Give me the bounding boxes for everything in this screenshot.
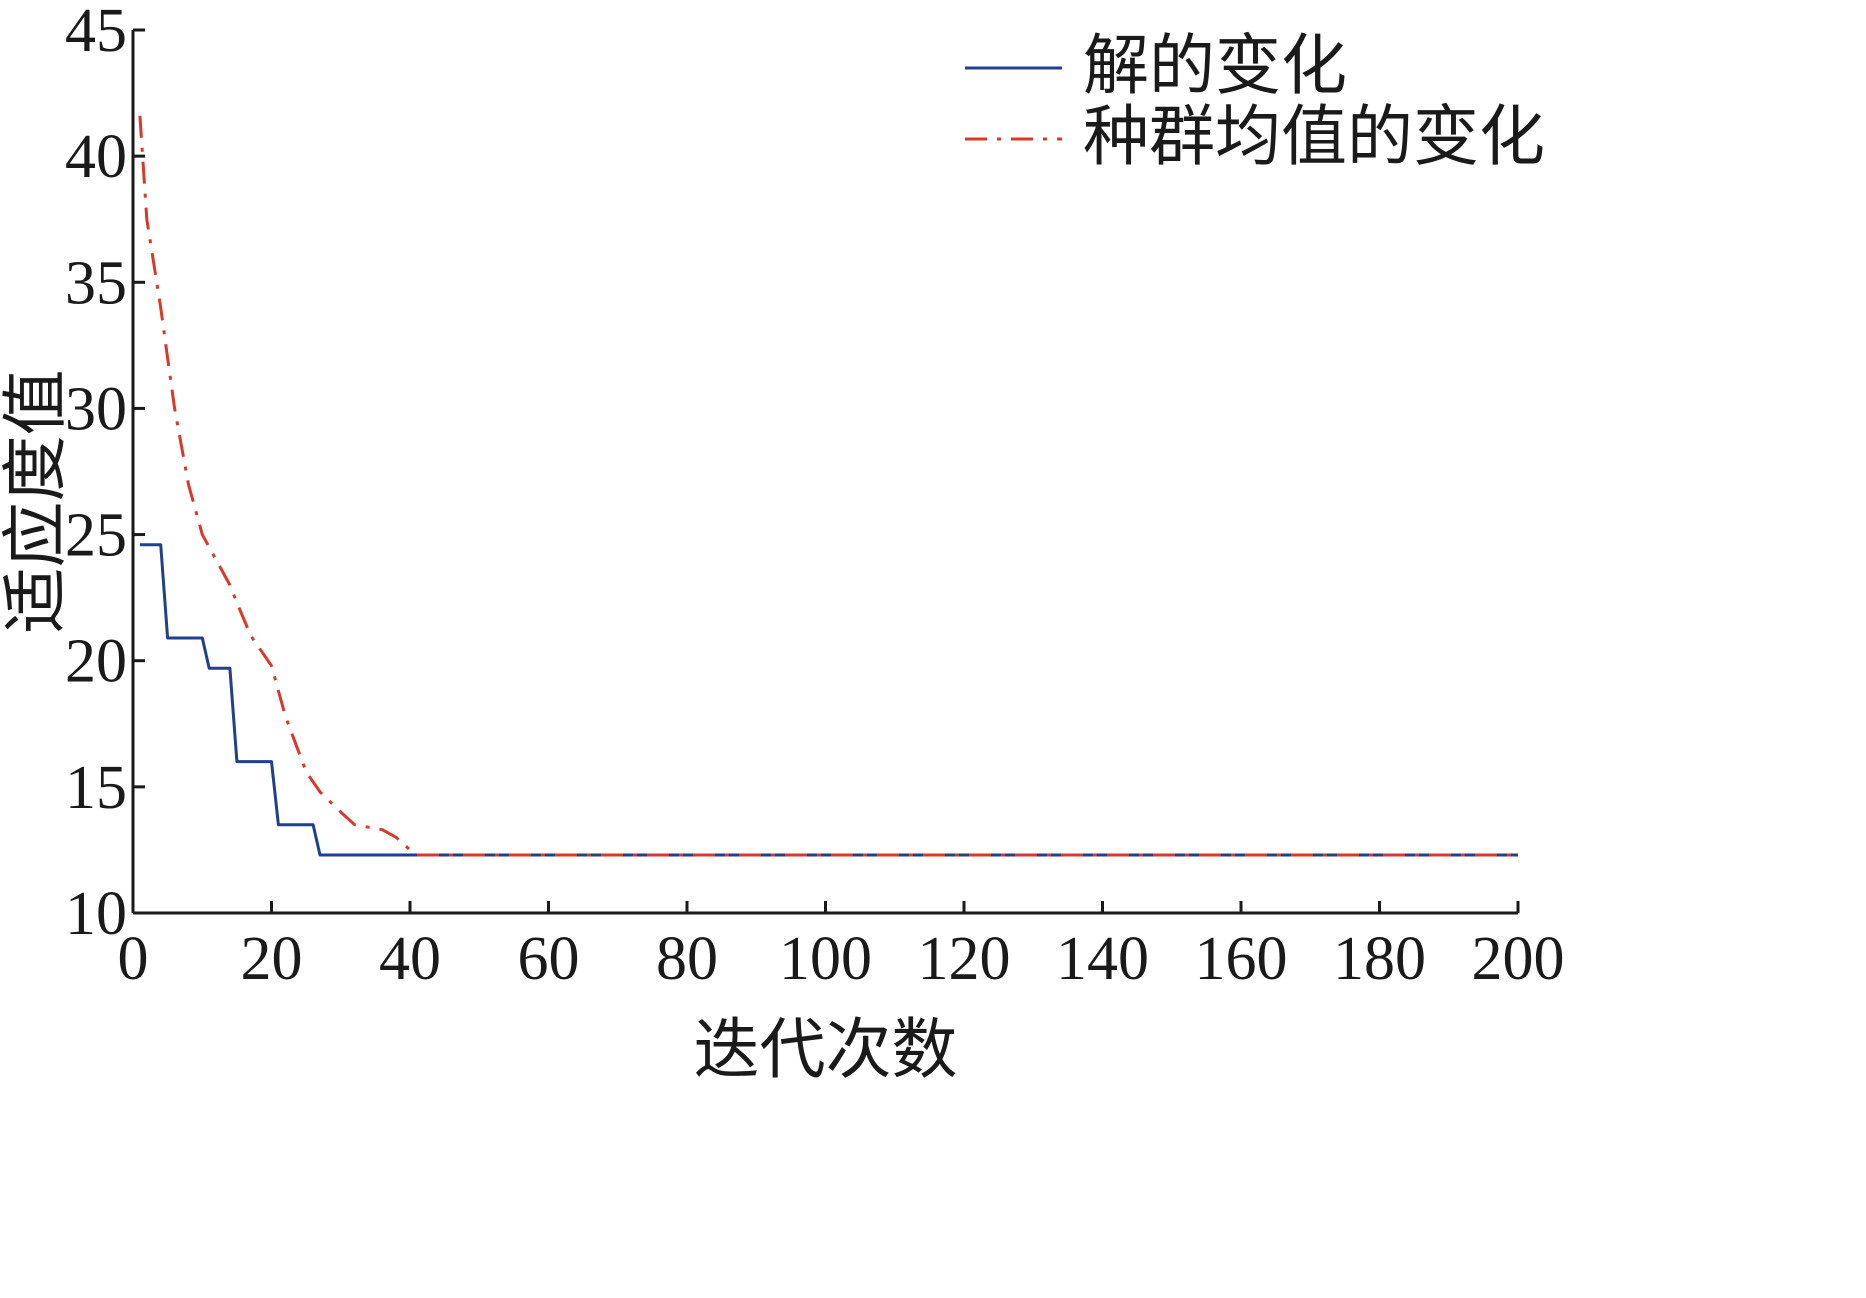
x-axis-label: 迭代次数 xyxy=(694,1011,958,1088)
series-layer xyxy=(138,115,1518,857)
y-axis-label: 适应度值 xyxy=(0,370,74,634)
y-tick-label-0: 10 xyxy=(65,880,127,948)
series-line-1 xyxy=(138,115,1518,857)
y-tick-label-3: 25 xyxy=(65,502,127,570)
x-tick-label-5: 100 xyxy=(779,925,872,993)
x-tick-label-2: 40 xyxy=(379,925,441,993)
legend-label-population-mean: 种群均值的变化 xyxy=(1083,98,1545,175)
x-tick-label-10: 200 xyxy=(1472,925,1565,993)
x-tick-label-6: 120 xyxy=(918,925,1011,993)
x-tick-label-9: 180 xyxy=(1333,925,1426,993)
x-tick-label-4: 80 xyxy=(656,925,718,993)
y-tick-label-1: 15 xyxy=(65,754,127,822)
ticks: 0 20 40 60 80 100 120 140 160 180 200 10 15 20 25 30 35 4… xyxy=(65,0,1565,993)
x-tick-label-3: 60 xyxy=(518,925,580,993)
x-tick-label-7: 140 xyxy=(1056,925,1149,993)
y-tick-label-4: 30 xyxy=(65,375,127,443)
x-tick-label-0: 0 xyxy=(118,925,149,993)
y-tick-label-6: 40 xyxy=(65,123,127,191)
y-tick-label-7: 45 xyxy=(65,0,127,65)
x-tick-label-1: 20 xyxy=(241,925,303,993)
x-tick-label-8: 160 xyxy=(1195,925,1288,993)
y-tick-label-2: 20 xyxy=(65,628,127,696)
legend-label-solution: 解的变化 xyxy=(1083,27,1347,104)
series-line-0 xyxy=(139,543,1518,857)
legend: 解的变化 种群均值的变化 xyxy=(965,27,1545,175)
y-tick-label-5: 35 xyxy=(65,249,127,317)
